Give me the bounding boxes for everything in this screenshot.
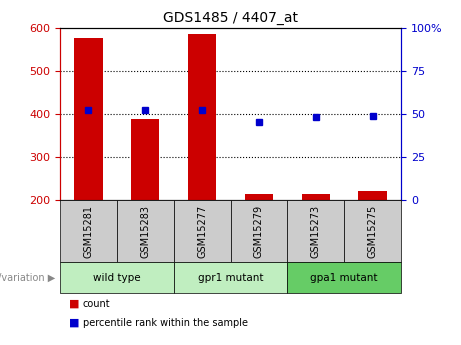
Text: count: count: [83, 299, 111, 308]
Bar: [301, 195, 330, 200]
Text: GSM15277: GSM15277: [197, 205, 207, 258]
Text: GSM15283: GSM15283: [140, 205, 150, 258]
Text: genotype/variation ▶: genotype/variation ▶: [0, 273, 55, 283]
Bar: [131, 119, 160, 200]
Title: GDS1485 / 4407_at: GDS1485 / 4407_at: [163, 11, 298, 25]
Bar: [74, 38, 102, 200]
Text: GSM15279: GSM15279: [254, 205, 264, 258]
Text: GSM15281: GSM15281: [83, 205, 94, 258]
Text: percentile rank within the sample: percentile rank within the sample: [83, 318, 248, 327]
Bar: [245, 195, 273, 200]
Text: gpa1 mutant: gpa1 mutant: [310, 273, 378, 283]
Text: ■: ■: [69, 299, 80, 308]
Text: ■: ■: [69, 318, 80, 327]
Text: GSM15275: GSM15275: [367, 205, 378, 258]
Text: wild type: wild type: [93, 273, 141, 283]
Bar: [358, 191, 387, 200]
Bar: [188, 34, 216, 200]
Text: gpr1 mutant: gpr1 mutant: [198, 273, 263, 283]
Text: GSM15273: GSM15273: [311, 205, 321, 258]
